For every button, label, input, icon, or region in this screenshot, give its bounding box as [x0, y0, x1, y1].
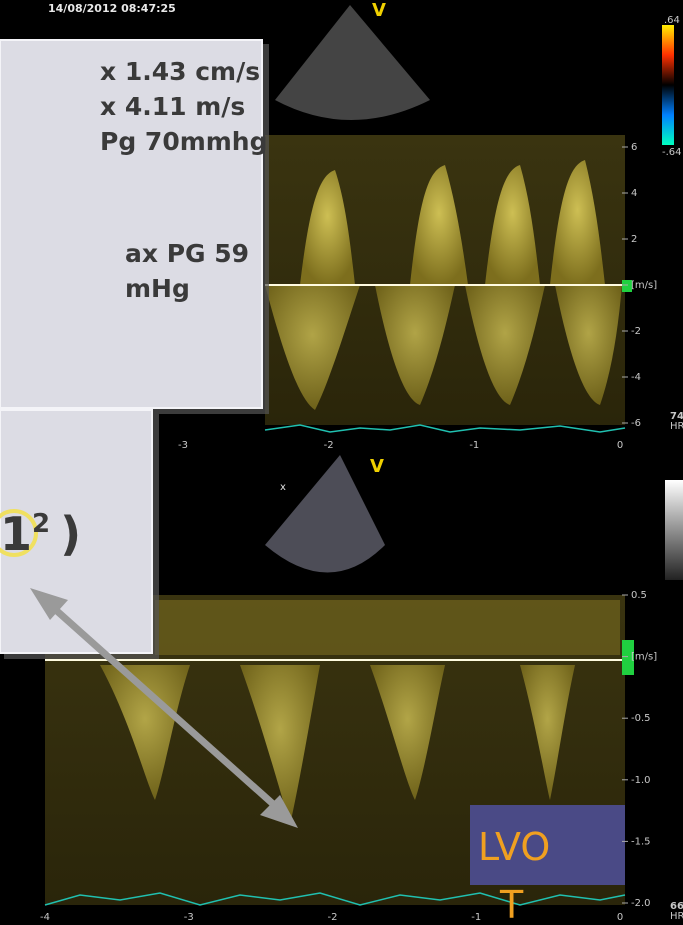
gray-bar — [665, 480, 683, 580]
hr-unit: HR — [670, 421, 683, 432]
time-tick: 0 — [617, 440, 623, 451]
time-tick: -1 — [471, 912, 481, 923]
top-sector — [275, 5, 430, 120]
scale-label: -.64 — [662, 147, 682, 158]
velocity-tick: 0.5 — [631, 590, 647, 601]
velocity-tick: [m/s] — [631, 652, 657, 663]
marker: x — [280, 482, 286, 493]
velocity-tick: -4 — [631, 372, 641, 383]
velocity-tick: -0.5 — [631, 713, 651, 724]
formula-sup: 2 — [32, 509, 50, 539]
time-tick: -2 — [324, 440, 334, 451]
bottom-sector — [265, 455, 385, 573]
formula-close: ) — [60, 507, 81, 561]
velocity-tick: -1.5 — [631, 836, 651, 847]
measurement-text: ax PG 59 — [125, 239, 249, 268]
velocity-tick: -2.0 — [631, 898, 651, 909]
time-tick: -3 — [184, 912, 194, 923]
time-tick: 0 — [617, 912, 623, 923]
velocity-tick: [m/s] — [631, 280, 657, 291]
measurement-text: x 1.43 cm/s — [100, 57, 260, 86]
measurement-text: x 4.11 m/s — [100, 92, 245, 121]
scale-label: .64 — [664, 15, 680, 26]
velocity-tick: -6 — [631, 418, 641, 429]
view-label: V — [370, 456, 384, 477]
velocity-tick: 6 — [631, 142, 637, 153]
time-tick: -1 — [469, 440, 479, 451]
velocity-tick: 2 — [631, 234, 637, 245]
view-label: V — [372, 0, 386, 21]
velocity-tick: -2 — [631, 326, 641, 337]
time-tick: -4 — [40, 912, 50, 923]
slide: 12) LVO T 14/08/2012 08:47:25 V V x .64 … — [0, 0, 683, 925]
time-tick: -2 — [328, 912, 338, 923]
top-doppler — [265, 135, 632, 432]
formula-base: 1 — [0, 507, 32, 561]
velocity-tick: 4 — [631, 188, 637, 199]
lvot-label: T — [499, 883, 524, 925]
color-bar — [662, 25, 674, 145]
velocity-tick: -1.0 — [631, 775, 651, 786]
time-tick: -3 — [178, 440, 188, 451]
measurement-text: mHg — [125, 274, 190, 303]
timestamp: 14/08/2012 08:47:25 — [48, 2, 176, 15]
lvot-label: LVO — [478, 825, 550, 869]
hr-unit: HR — [670, 911, 683, 922]
measurement-text: Pg 70mmhg — [100, 127, 268, 156]
